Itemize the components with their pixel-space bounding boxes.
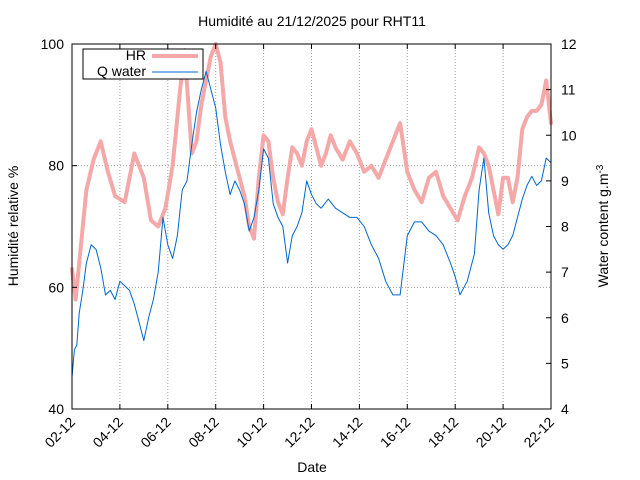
grid xyxy=(72,44,551,409)
y2-tick-label: 6 xyxy=(561,310,569,326)
y2-tick-label: 10 xyxy=(561,127,577,143)
y2-tick-label: 5 xyxy=(561,355,569,371)
y2-tick-label: 12 xyxy=(561,36,577,52)
x-tick-label: 18-12 xyxy=(425,414,462,451)
y-tick-label: 40 xyxy=(48,401,64,417)
legend: HR Q water xyxy=(82,47,204,80)
x-tick-label: 08-12 xyxy=(185,414,222,451)
y-tick-label: 100 xyxy=(41,36,65,52)
y2-tick-label: 9 xyxy=(561,173,569,189)
axis-ticks: 02-12 04-12 06-12 08-12 10-12 12-12 14-12 16-12… xyxy=(41,36,577,450)
y2-axis-label-exponent: -3 xyxy=(595,164,606,173)
x-tick-label: 10-12 xyxy=(233,414,270,451)
y2-axis-label-main: Water content g.m xyxy=(595,174,611,288)
y-tick-label: 80 xyxy=(48,158,64,174)
chart-title: Humidité au 21/12/2025 pour RHT11 xyxy=(198,13,426,29)
x-tick-label: 02-12 xyxy=(41,414,78,451)
x-tick-label: 14-12 xyxy=(329,414,366,451)
y2-tick-label: 8 xyxy=(561,219,569,235)
x-tick-label: 16-12 xyxy=(377,414,414,451)
series-layer xyxy=(70,42,553,378)
x-axis-label: Date xyxy=(297,459,327,475)
y2-axis-label: Water content g.m-3 xyxy=(595,164,612,287)
x-tick-label: 20-12 xyxy=(473,414,510,451)
y-axis-label: Humidité relative % xyxy=(5,166,21,287)
x-tick-label: 22-12 xyxy=(520,414,557,451)
legend-label-hr: HR xyxy=(126,47,146,63)
legend-label-q-water: Q water xyxy=(97,63,146,79)
series-line-q-water xyxy=(71,70,552,378)
y-tick-label: 60 xyxy=(48,279,64,295)
x-tick-label: 04-12 xyxy=(89,414,126,451)
y2-tick-label: 4 xyxy=(561,401,569,417)
y2-tick-label: 7 xyxy=(561,264,569,280)
series-line-hr xyxy=(70,42,553,302)
x-tick-label: 12-12 xyxy=(281,414,318,451)
y2-tick-label: 11 xyxy=(561,82,576,98)
x-tick-label: 06-12 xyxy=(137,414,174,451)
